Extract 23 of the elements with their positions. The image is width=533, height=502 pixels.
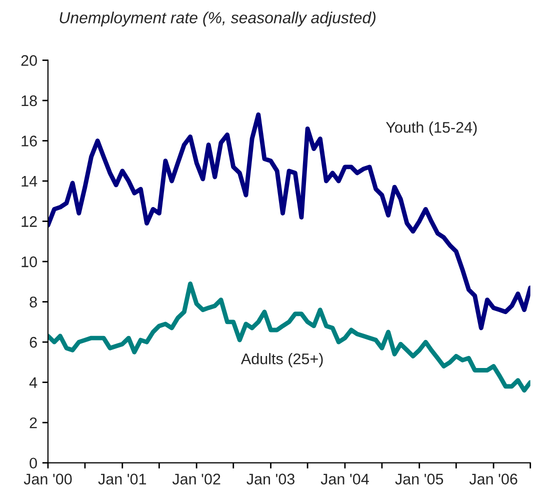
x-tick-label: Jan '01 (98, 474, 146, 484)
y-tick-label: 16 (22, 136, 37, 146)
chart-title: Unemployment rate (%, seasonally adjusted) (60, 12, 376, 27)
x-tick-label: Jan '05 (395, 474, 444, 484)
y-tick-label: 8 (30, 296, 37, 308)
line-series (48, 112, 530, 330)
y-tick-label: 14 (22, 176, 38, 187)
x-tick-label: Jan '02 (172, 474, 220, 484)
y-tick-label: 0 (30, 458, 37, 469)
x-tick-label: Jan '04 (320, 474, 369, 484)
y-tick-label: 6 (30, 336, 37, 348)
y-tick-label: 18 (22, 95, 37, 106)
y-tick-label: 10 (22, 256, 37, 268)
x-tick-label: Jan '06 (469, 474, 518, 484)
y-tick-label: 4 (29, 377, 38, 388)
line-series (48, 281, 530, 393)
y-tick-label: 2 (30, 417, 37, 428)
y-tick-label: 20 (21, 55, 37, 66)
text: Youth (15-24) (386, 122, 477, 136)
y-tick-label: 12 (22, 216, 37, 227)
x-tick-label: Jan '03 (246, 474, 294, 484)
x-tick-label: Jan '00 (24, 474, 72, 484)
series-label: Adults (25+) (240, 353, 323, 368)
